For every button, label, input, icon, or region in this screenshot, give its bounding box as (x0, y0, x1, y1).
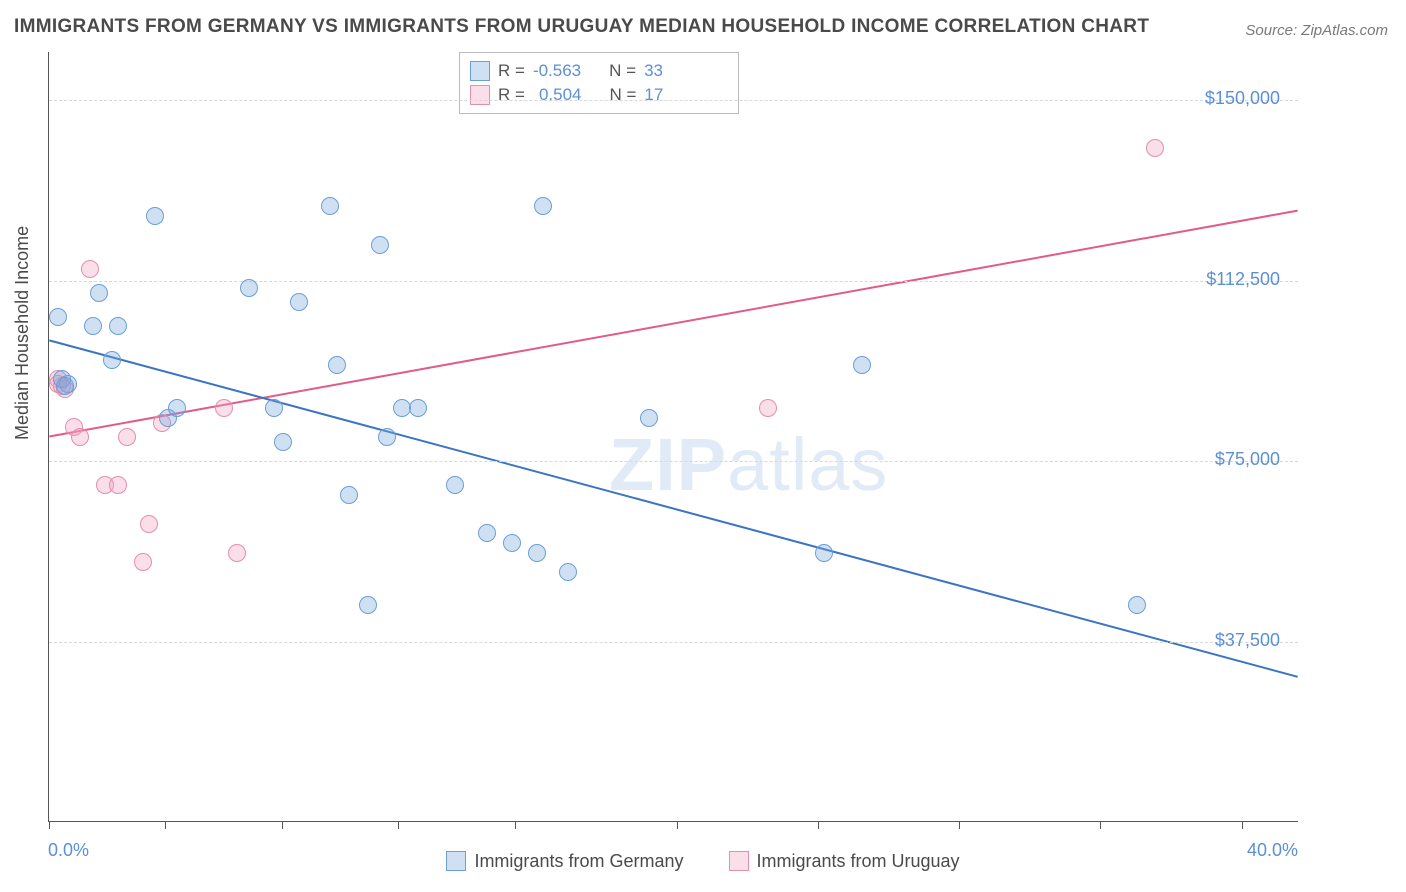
x-tick (282, 821, 283, 829)
data-point (215, 399, 233, 417)
data-point (109, 476, 127, 494)
x-tick (398, 821, 399, 829)
data-point (109, 317, 127, 335)
r-label: R = (498, 59, 525, 83)
data-point (168, 399, 186, 417)
n-value-germany: 33 (644, 59, 663, 83)
data-point (371, 236, 389, 254)
n-label: N = (609, 59, 636, 83)
r-value-germany: -0.563 (533, 59, 581, 83)
x-tick (818, 821, 819, 829)
n-value-uruguay: 17 (644, 83, 663, 107)
y-axis-title: Median Household Income (12, 226, 33, 440)
chart-container: IMMIGRANTS FROM GERMANY VS IMMIGRANTS FR… (0, 0, 1406, 892)
data-point (503, 534, 521, 552)
watermark: ZIPatlas (609, 422, 888, 507)
plot-area: R = -0.563 N = 33 R = 0.504 N = 17 ZIPat… (48, 52, 1298, 822)
data-point (1146, 139, 1164, 157)
swatch-germany-icon (470, 61, 490, 81)
data-point (56, 377, 74, 395)
data-point (359, 596, 377, 614)
data-point (559, 563, 577, 581)
data-point (84, 317, 102, 335)
data-point (378, 428, 396, 446)
y-tick-label: $112,500 (1206, 269, 1280, 290)
data-point (290, 293, 308, 311)
y-tick-label: $75,000 (1215, 449, 1280, 470)
x-tick (1242, 821, 1243, 829)
data-point (140, 515, 158, 533)
data-point (118, 428, 136, 446)
data-point (321, 197, 339, 215)
data-point (759, 399, 777, 417)
chart-title: IMMIGRANTS FROM GERMANY VS IMMIGRANTS FR… (14, 16, 1149, 38)
x-tick (165, 821, 166, 829)
source-prefix: Source: (1245, 22, 1301, 39)
trend-line (49, 340, 1297, 676)
trend-lines-layer (49, 52, 1298, 821)
gridline (49, 281, 1298, 282)
data-point (49, 308, 67, 326)
legend-label-uruguay: Immigrants from Uruguay (757, 851, 960, 872)
data-point (81, 260, 99, 278)
data-point (340, 486, 358, 504)
data-point (1128, 596, 1146, 614)
x-tick (515, 821, 516, 829)
legend-label-germany: Immigrants from Germany (474, 851, 683, 872)
data-point (90, 284, 108, 302)
data-point (815, 544, 833, 562)
gridline (49, 461, 1298, 462)
source-name: ZipAtlas.com (1301, 22, 1388, 39)
data-point (146, 207, 164, 225)
legend-item-germany: Immigrants from Germany (446, 851, 683, 872)
data-point (328, 356, 346, 374)
x-tick (49, 821, 50, 829)
data-point (134, 553, 152, 571)
data-point (528, 544, 546, 562)
data-point (274, 433, 292, 451)
source-label: Source: ZipAtlas.com (1245, 22, 1388, 39)
legend-item-uruguay: Immigrants from Uruguay (729, 851, 960, 872)
data-point (446, 476, 464, 494)
swatch-uruguay-icon (470, 85, 490, 105)
swatch-uruguay-icon (729, 851, 749, 871)
gridline (49, 100, 1298, 101)
data-point (534, 197, 552, 215)
data-point (71, 428, 89, 446)
data-point (265, 399, 283, 417)
data-point (478, 524, 496, 542)
r-value-uruguay: 0.504 (533, 83, 582, 107)
data-point (853, 356, 871, 374)
swatch-germany-icon (446, 851, 466, 871)
data-point (640, 409, 658, 427)
watermark-rest: atlas (727, 423, 888, 506)
y-tick-label: $37,500 (1215, 630, 1280, 651)
x-tick (1100, 821, 1101, 829)
data-point (409, 399, 427, 417)
correlation-row-germany: R = -0.563 N = 33 (470, 59, 728, 83)
gridline (49, 642, 1298, 643)
correlation-legend: R = -0.563 N = 33 R = 0.504 N = 17 (459, 52, 739, 114)
x-tick (959, 821, 960, 829)
n-label: N = (609, 83, 636, 107)
data-point (103, 351, 121, 369)
series-legend: Immigrants from Germany Immigrants from … (0, 851, 1406, 877)
correlation-row-uruguay: R = 0.504 N = 17 (470, 83, 728, 107)
watermark-bold: ZIP (609, 423, 727, 506)
trend-line (49, 211, 1297, 437)
data-point (228, 544, 246, 562)
data-point (240, 279, 258, 297)
x-tick (677, 821, 678, 829)
y-tick-label: $150,000 (1205, 88, 1280, 109)
r-label: R = (498, 83, 525, 107)
